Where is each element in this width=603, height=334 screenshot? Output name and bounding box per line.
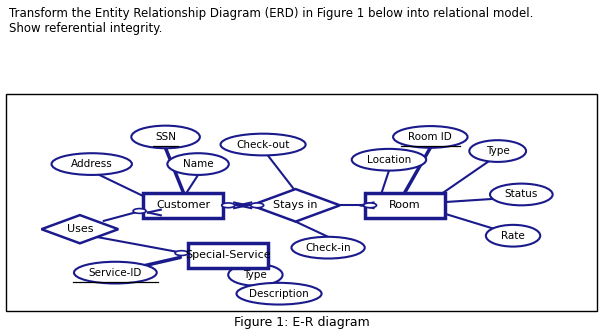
Circle shape bbox=[175, 251, 188, 256]
Circle shape bbox=[222, 203, 235, 208]
Text: Service-ID: Service-ID bbox=[89, 268, 142, 278]
Text: Stays in: Stays in bbox=[273, 200, 318, 210]
Ellipse shape bbox=[131, 126, 200, 148]
Text: Check-in: Check-in bbox=[305, 243, 351, 253]
Text: Transform the Entity Relationship Diagram (ERD) in Figure 1 below into relationa: Transform the Entity Relationship Diagra… bbox=[9, 7, 534, 35]
Text: Room: Room bbox=[389, 200, 421, 210]
Circle shape bbox=[364, 203, 376, 208]
Polygon shape bbox=[251, 189, 340, 222]
Ellipse shape bbox=[228, 264, 283, 286]
Text: Room ID: Room ID bbox=[408, 132, 452, 142]
Text: Check-out: Check-out bbox=[236, 140, 290, 150]
Bar bbox=[188, 243, 268, 268]
Polygon shape bbox=[42, 215, 118, 243]
Ellipse shape bbox=[168, 153, 229, 175]
Bar bbox=[365, 193, 445, 218]
Text: Customer: Customer bbox=[156, 200, 210, 210]
Text: Description: Description bbox=[249, 289, 309, 299]
Ellipse shape bbox=[291, 237, 365, 259]
Ellipse shape bbox=[74, 262, 157, 284]
Ellipse shape bbox=[393, 126, 467, 148]
Text: Status: Status bbox=[505, 189, 538, 199]
Text: Name: Name bbox=[183, 159, 213, 169]
Ellipse shape bbox=[469, 140, 526, 162]
Text: Rate: Rate bbox=[501, 231, 525, 241]
Ellipse shape bbox=[236, 283, 321, 305]
Text: Figure 1: E-R diagram: Figure 1: E-R diagram bbox=[233, 316, 370, 329]
Text: Special-Service: Special-Service bbox=[185, 250, 270, 260]
Text: Location: Location bbox=[367, 155, 411, 165]
Ellipse shape bbox=[352, 149, 426, 171]
Ellipse shape bbox=[486, 225, 540, 246]
Text: Uses: Uses bbox=[67, 224, 93, 234]
Circle shape bbox=[251, 203, 264, 208]
Text: Address: Address bbox=[71, 159, 113, 169]
Text: Type: Type bbox=[486, 146, 510, 156]
Circle shape bbox=[133, 208, 146, 213]
Text: Type: Type bbox=[244, 270, 267, 280]
Text: SSN: SSN bbox=[155, 132, 176, 142]
Ellipse shape bbox=[490, 184, 553, 205]
Bar bbox=[144, 193, 223, 218]
Ellipse shape bbox=[51, 153, 132, 175]
Ellipse shape bbox=[221, 134, 306, 155]
